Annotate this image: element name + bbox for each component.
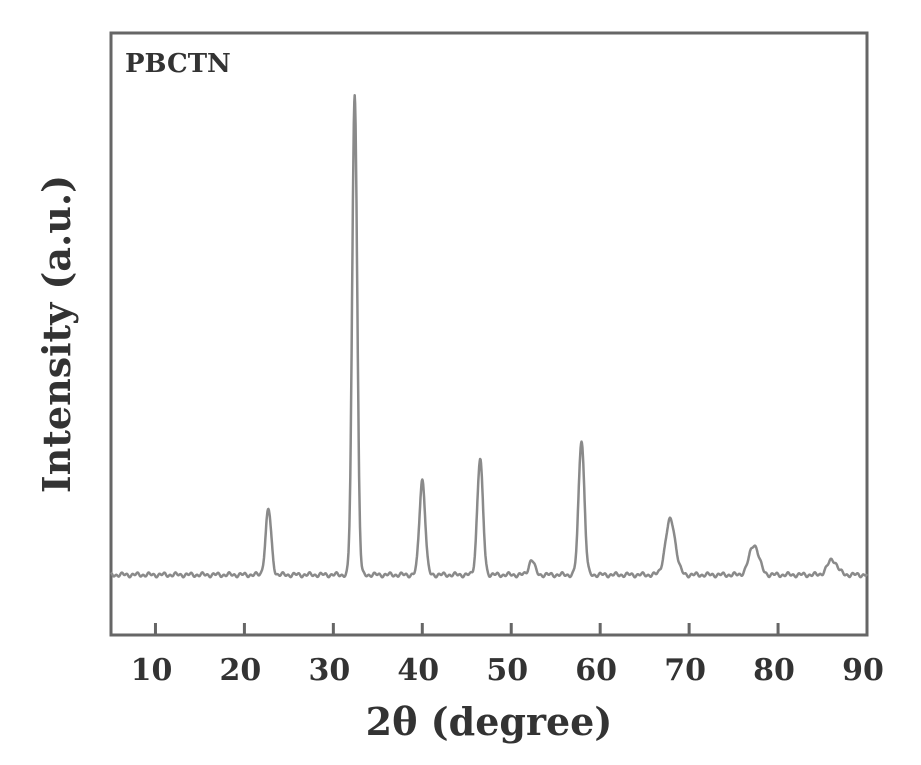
x-tick-label: 90 [842,653,884,688]
x-tick-label: 70 [664,653,706,688]
x-axis-title: 2θ (degree) [366,699,613,744]
x-tick-label: 80 [753,653,795,688]
x-tick-label: 10 [131,653,173,688]
x-tick-label: 20 [220,653,262,688]
x-axis-ticks: 10 20 30 40 50 60 70 80 90 [131,623,884,688]
panel-label: PBCTN [125,49,231,79]
x-tick-label: 40 [397,653,439,688]
y-axis-title: Intensity (a.u.) [34,175,79,493]
diffraction-pattern-line [110,93,869,579]
x-tick-label: 50 [486,653,528,688]
plot-frame [109,31,869,637]
x-tick-label: 30 [308,653,350,688]
x-tick-label: 60 [575,653,617,688]
